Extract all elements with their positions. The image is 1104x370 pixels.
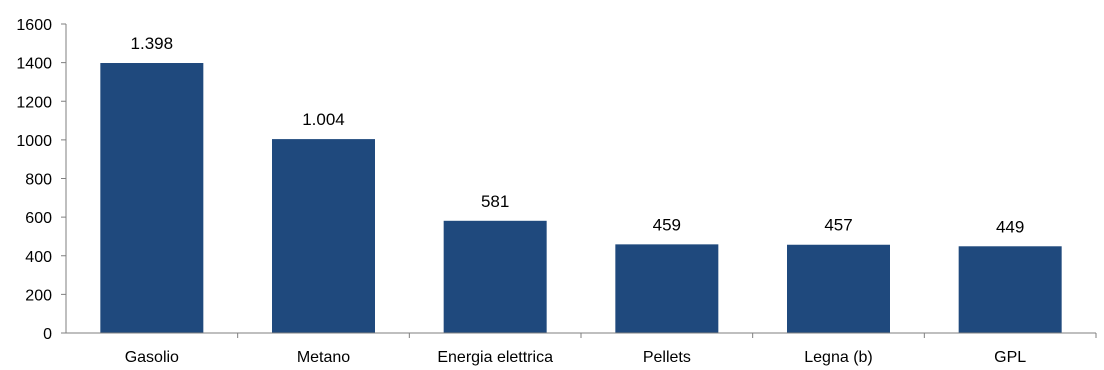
data-label: 1.004 [302,110,345,129]
bar [615,244,719,333]
y-tick-label: 600 [25,210,52,227]
bar [272,139,375,333]
data-label: 581 [481,192,509,211]
data-labels: 1.398 1.004 581 459 457 449 [131,34,1025,236]
x-tick-label: Legna (b) [804,349,873,366]
bars [100,63,1062,333]
bar [443,220,547,333]
x-tick-label: Energia elettrica [437,349,553,366]
y-tick-label: 1200 [16,94,52,111]
data-label: 457 [824,216,852,235]
x-axis: Gasolio Metano Energia elettrica Pellets Leg… [66,332,1097,366]
y-tick-label: 0 [43,326,52,343]
x-tick-label: Metano [297,349,350,366]
y-tick-label: 800 [25,172,52,189]
x-tick-label: Pellets [643,349,691,366]
data-label: 449 [996,217,1024,236]
x-tick-label: GPL [994,349,1026,366]
y-tick-label: 1400 [16,56,52,73]
y-tick-label: 400 [25,249,52,266]
y-tick-label: 1600 [16,17,52,34]
data-label: 459 [653,215,681,234]
x-tick-label: Gasolio [125,349,179,366]
bar [100,63,204,333]
y-axis: 0 200 400 600 800 1000 1200 1400 1600 [16,17,67,343]
bar [958,246,1062,333]
bar [787,244,890,333]
y-tick-label: 1000 [16,133,52,150]
y-tick-label: 200 [25,287,52,304]
data-label: 1.398 [131,34,174,53]
